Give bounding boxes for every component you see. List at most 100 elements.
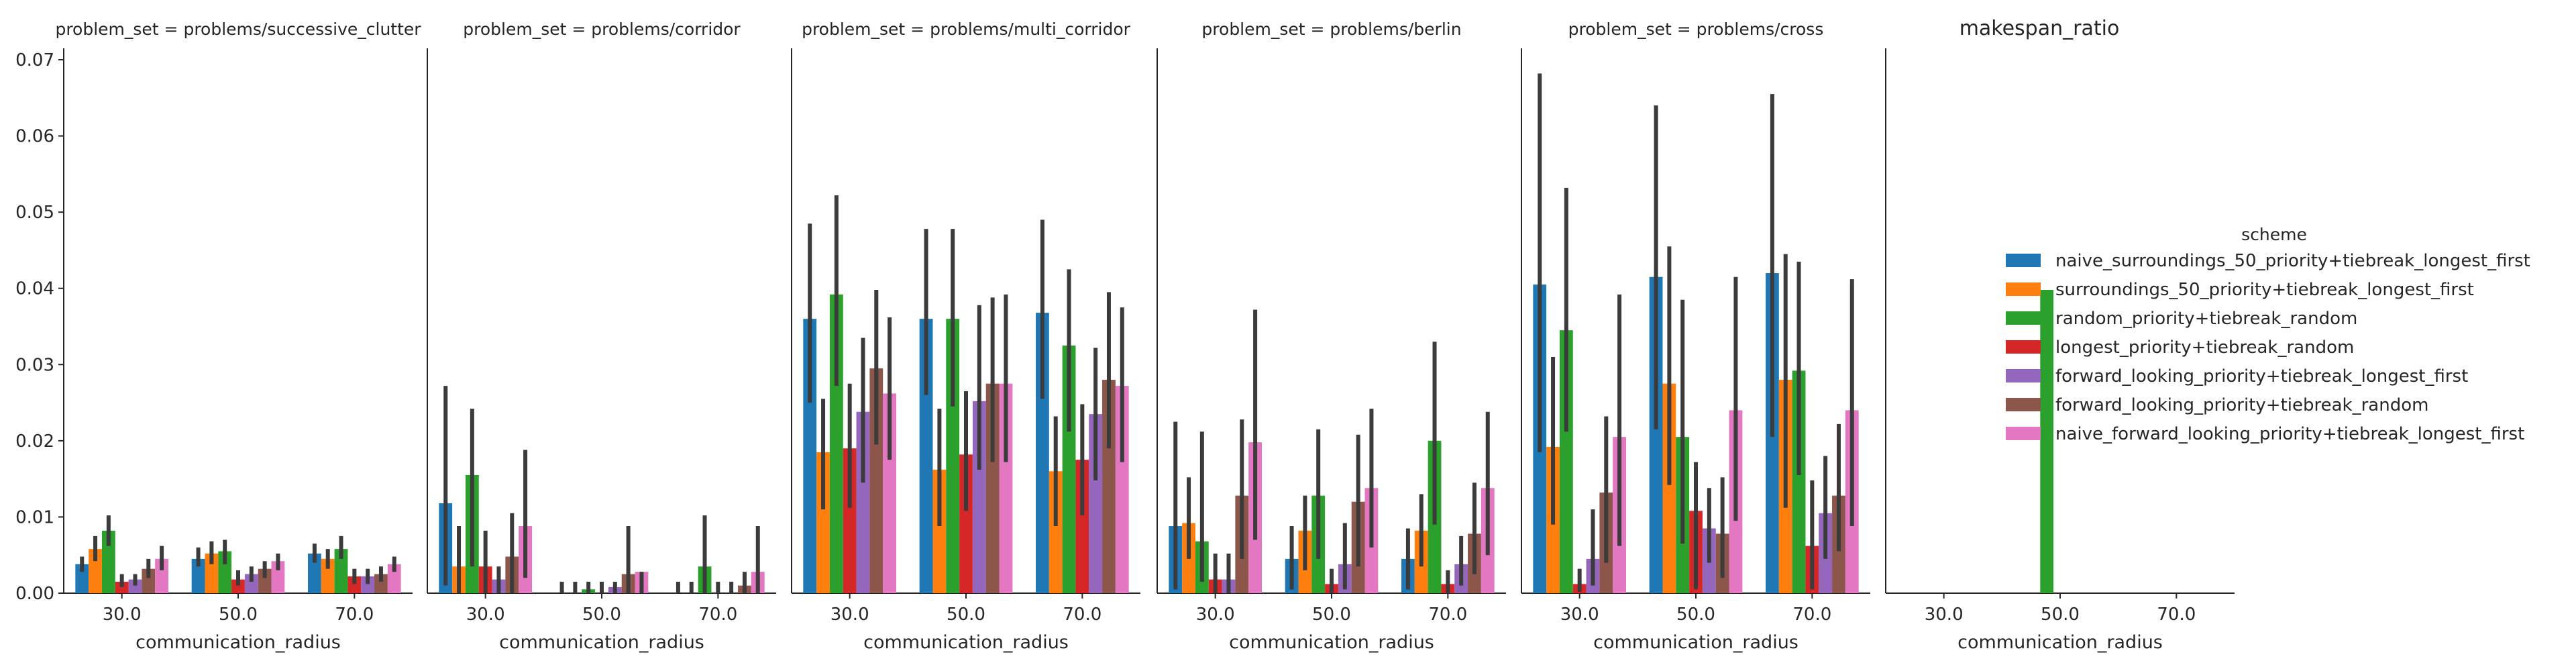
legend-label: naive_forward_looking_priority+tiebreak_… [2055,424,2524,444]
facet-panels: problem_set = problems/successive_clutte… [15,19,2235,653]
bar [1089,414,1103,593]
bar [1062,345,1076,593]
bar [321,558,335,593]
bar [972,401,986,593]
x-tick-label: 50.0 [1676,605,1715,625]
legend-label: forward_looking_priority+tiebreak_longes… [2055,366,2468,386]
facet-panel: problem_set = problems/cross 30.0 50.0 70.0… [1521,19,1870,653]
bar [244,574,258,593]
bar [1792,370,1806,593]
x-tick-label: 30.0 [1196,605,1235,625]
bar [361,576,375,593]
facet-panel: problem_set = problems/multi_corridor 30.… [791,19,1140,653]
legend-swatch [2006,427,2041,440]
x-tick-label: 70.0 [1063,605,1102,625]
bar [959,454,973,593]
legend-label: naive_surroundings_50_priority+tiebreak_… [2055,251,2530,271]
bar [1049,471,1063,593]
bar [205,553,219,593]
bar [271,561,285,593]
y-tick-label: 0.00 [15,584,54,604]
bar [387,564,401,593]
legend-entry: random_priority+tiebreak_random [2006,309,2357,329]
x-tick-label: 50.0 [947,605,985,625]
bar [231,579,245,593]
bar [1662,383,1676,593]
x-axis-label: communication_radius [1957,632,2163,653]
legend-swatch [2006,398,2041,411]
y-tick-label: 0.05 [15,203,54,223]
facet-panel: problem_set = problems/berlin 30.0 50.0 70.… [1157,19,1506,653]
bar [258,568,272,593]
bar [1559,330,1573,593]
x-tick-label: 70.0 [1428,605,1467,625]
y-tick-label: 0.03 [15,355,54,375]
bar [829,294,843,593]
x-tick-label: 30.0 [103,605,142,625]
x-tick-label: 30.0 [830,605,869,625]
x-axis-label: communication_radius [863,632,1069,653]
legend-label: longest_priority+tiebreak_random [2055,338,2354,358]
legend-entry: longest_priority+tiebreak_random [2006,338,2354,358]
y-tick-label: 0.06 [15,127,54,147]
legend-label: random_priority+tiebreak_random [2055,309,2357,329]
bar [75,564,89,593]
bar [843,448,857,593]
panel-title: problem_set = problems/corridor [463,19,741,39]
bar [1075,460,1089,593]
legend-entry: forward_looking_priority+tiebreak_longes… [2006,366,2468,386]
bar [1649,276,1663,593]
facet-panel: problem_set = problems/corridor 30.0 50.0 7… [427,19,776,653]
bar [1102,380,1116,593]
legend-swatch [2006,311,2041,325]
x-axis-label: communication_radius [136,632,341,653]
legend-entry: naive_forward_looking_priority+tiebreak_… [2006,424,2524,444]
bar [308,553,321,593]
x-tick-label: 50.0 [582,605,621,625]
bar [803,319,817,593]
legend-entry: forward_looking_priority+tiebreak_random [2006,395,2428,415]
bar [2040,290,2054,593]
bar [919,319,933,593]
bar [985,383,1000,593]
legend: scheme naive_surroundings_50_priority+ti… [2006,225,2530,444]
bar [347,576,362,593]
y-tick-label: 0.01 [15,507,54,527]
x-tick-label: 50.0 [219,605,258,625]
legend-swatch [2006,340,2041,354]
x-tick-label: 70.0 [2157,605,2196,625]
bar [999,383,1013,593]
x-tick-label: 70.0 [1792,605,1831,625]
bar [816,452,830,593]
x-tick-label: 70.0 [698,605,737,625]
bar [115,581,129,593]
bar [142,568,156,593]
bar [946,319,960,593]
x-axis-label: communication_radius [1593,632,1799,653]
legend-swatch [2006,369,2041,382]
legend-entry: naive_surroundings_50_priority+tiebreak_… [2006,251,2530,271]
panel-title: problem_set = problems/successive_clutte… [55,19,421,39]
bar [334,549,348,593]
panel-title: problem_set = problems/cross [1568,19,1824,39]
x-tick-label: 30.0 [466,605,505,625]
x-axis-label: communication_radius [1229,632,1434,653]
bar [89,549,102,593]
legend-label: surroundings_50_priority+tiebreak_longes… [2055,280,2474,300]
legend-title: scheme [2241,225,2307,244]
bar [932,470,947,593]
x-tick-label: 50.0 [1312,605,1351,625]
legend-entries: naive_surroundings_50_priority+tiebreak_… [2006,251,2530,444]
bar [856,411,870,593]
legend-swatch [2006,254,2041,267]
y-tick-label: 0.04 [15,279,54,299]
legend-entry: surroundings_50_priority+tiebreak_longes… [2006,280,2474,300]
bar [1115,386,1129,593]
x-tick-label: 30.0 [1925,605,1964,625]
bar [374,574,388,593]
panel-title: problem_set = problems/multi_corridor [802,19,1131,39]
y-tick-label: 0.02 [15,431,54,452]
x-tick-label: 50.0 [2041,605,2080,625]
bar [101,530,115,593]
